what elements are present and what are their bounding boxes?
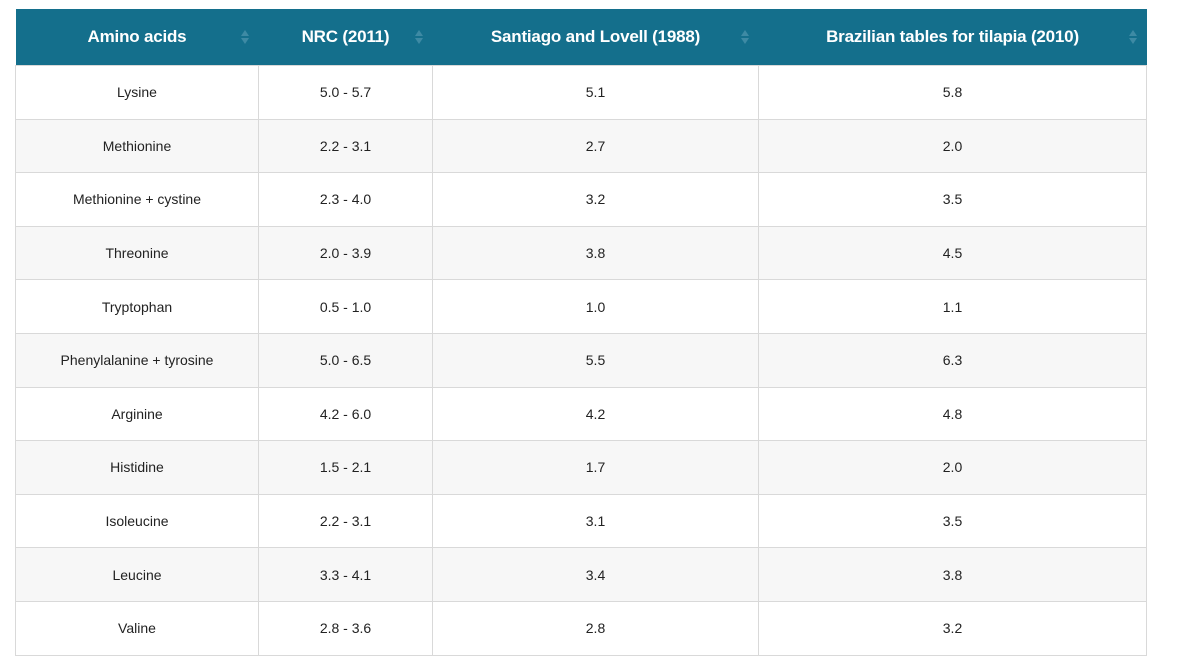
cell-brazilian-tables-2010: 3.5: [758, 493, 1147, 549]
cell-santiago-lovell-1988: 1.0: [432, 279, 759, 334]
cell-nrc-2011: 4.2 - 6.0: [258, 386, 433, 442]
table-row: Threonine 2.0 - 3.9 3.8 4.5: [15, 225, 1147, 281]
table-header: Amino acids NRC (2011) Santiago and Love…: [15, 9, 1147, 66]
cell-amino-acid: Valine: [15, 600, 259, 656]
column-header-label: NRC (2011): [301, 27, 390, 46]
cell-nrc-2011: 5.0 - 5.7: [258, 65, 433, 120]
cell-brazilian-tables-2010: 3.8: [758, 547, 1147, 602]
table-row: Isoleucine 2.2 - 3.1 3.1 3.5: [15, 493, 1147, 549]
table-row: Valine 2.8 - 3.6 2.8 3.2: [15, 600, 1147, 656]
table-row: Methionine + cystine 2.3 - 4.0 3.2 3.5: [15, 172, 1147, 227]
cell-amino-acid: Methionine + cystine: [15, 172, 259, 227]
cell-santiago-lovell-1988: 3.2: [432, 172, 759, 227]
column-header-brazilian-tables-2010[interactable]: Brazilian tables for tilapia (2010): [758, 9, 1147, 66]
amino-acids-table: Amino acids NRC (2011) Santiago and Love…: [15, 9, 1147, 656]
cell-nrc-2011: 2.0 - 3.9: [258, 225, 433, 281]
cell-amino-acid: Histidine: [15, 440, 259, 495]
cell-santiago-lovell-1988: 2.7: [432, 118, 759, 174]
cell-amino-acid: Methionine: [15, 118, 259, 174]
cell-santiago-lovell-1988: 5.1: [432, 65, 759, 120]
sort-icon: [1128, 30, 1137, 44]
table-row: Methionine 2.2 - 3.1 2.7 2.0: [15, 118, 1147, 174]
cell-nrc-2011: 3.3 - 4.1: [258, 547, 433, 602]
cell-amino-acid: Phenylalanine + tyrosine: [15, 332, 259, 388]
cell-nrc-2011: 5.0 - 6.5: [258, 332, 433, 388]
cell-nrc-2011: 2.2 - 3.1: [258, 493, 433, 549]
header-row: Amino acids NRC (2011) Santiago and Love…: [15, 9, 1147, 66]
cell-brazilian-tables-2010: 3.5: [758, 172, 1147, 227]
cell-santiago-lovell-1988: 3.8: [432, 225, 759, 281]
table-row: Lysine 5.0 - 5.7 5.1 5.8: [15, 65, 1147, 120]
cell-amino-acid: Isoleucine: [15, 493, 259, 549]
table-row: Histidine 1.5 - 2.1 1.7 2.0: [15, 440, 1147, 495]
sort-icon: [740, 30, 749, 44]
cell-brazilian-tables-2010: 6.3: [758, 332, 1147, 388]
column-header-amino-acids[interactable]: Amino acids: [15, 9, 259, 66]
cell-nrc-2011: 0.5 - 1.0: [258, 279, 433, 334]
cell-brazilian-tables-2010: 3.2: [758, 600, 1147, 656]
cell-brazilian-tables-2010: 5.8: [758, 65, 1147, 120]
cell-nrc-2011: 2.2 - 3.1: [258, 118, 433, 174]
cell-santiago-lovell-1988: 5.5: [432, 332, 759, 388]
cell-amino-acid: Threonine: [15, 225, 259, 281]
column-header-label: Santiago and Lovell (1988): [490, 27, 701, 46]
cell-brazilian-tables-2010: 4.8: [758, 386, 1147, 442]
table-row: Arginine 4.2 - 6.0 4.2 4.8: [15, 386, 1147, 442]
cell-nrc-2011: 2.8 - 3.6: [258, 600, 433, 656]
cell-santiago-lovell-1988: 2.8: [432, 600, 759, 656]
cell-nrc-2011: 2.3 - 4.0: [258, 172, 433, 227]
cell-santiago-lovell-1988: 1.7: [432, 440, 759, 495]
cell-amino-acid: Lysine: [15, 65, 259, 120]
column-header-label: Brazilian tables for tilapia (2010): [826, 27, 1079, 46]
sort-icon: [414, 30, 423, 44]
cell-brazilian-tables-2010: 4.5: [758, 225, 1147, 281]
sort-icon: [240, 30, 249, 44]
cell-santiago-lovell-1988: 3.4: [432, 547, 759, 602]
cell-brazilian-tables-2010: 1.1: [758, 279, 1147, 334]
cell-nrc-2011: 1.5 - 2.1: [258, 440, 433, 495]
table-body: Lysine 5.0 - 5.7 5.1 5.8 Methionine 2.2 …: [15, 65, 1147, 656]
table-row: Phenylalanine + tyrosine 5.0 - 6.5 5.5 6…: [15, 332, 1147, 388]
cell-santiago-lovell-1988: 4.2: [432, 386, 759, 442]
cell-amino-acid: Tryptophan: [15, 279, 259, 334]
cell-brazilian-tables-2010: 2.0: [758, 440, 1147, 495]
table-row: Leucine 3.3 - 4.1 3.4 3.8: [15, 547, 1147, 602]
cell-santiago-lovell-1988: 3.1: [432, 493, 759, 549]
cell-amino-acid: Arginine: [15, 386, 259, 442]
cell-brazilian-tables-2010: 2.0: [758, 118, 1147, 174]
column-header-santiago-lovell-1988[interactable]: Santiago and Lovell (1988): [432, 9, 759, 66]
table-row: Tryptophan 0.5 - 1.0 1.0 1.1: [15, 279, 1147, 334]
column-header-nrc-2011[interactable]: NRC (2011): [258, 9, 433, 66]
cell-amino-acid: Leucine: [15, 547, 259, 602]
amino-acids-table-container: Amino acids NRC (2011) Santiago and Love…: [15, 9, 1147, 656]
column-header-label: Amino acids: [87, 27, 187, 46]
